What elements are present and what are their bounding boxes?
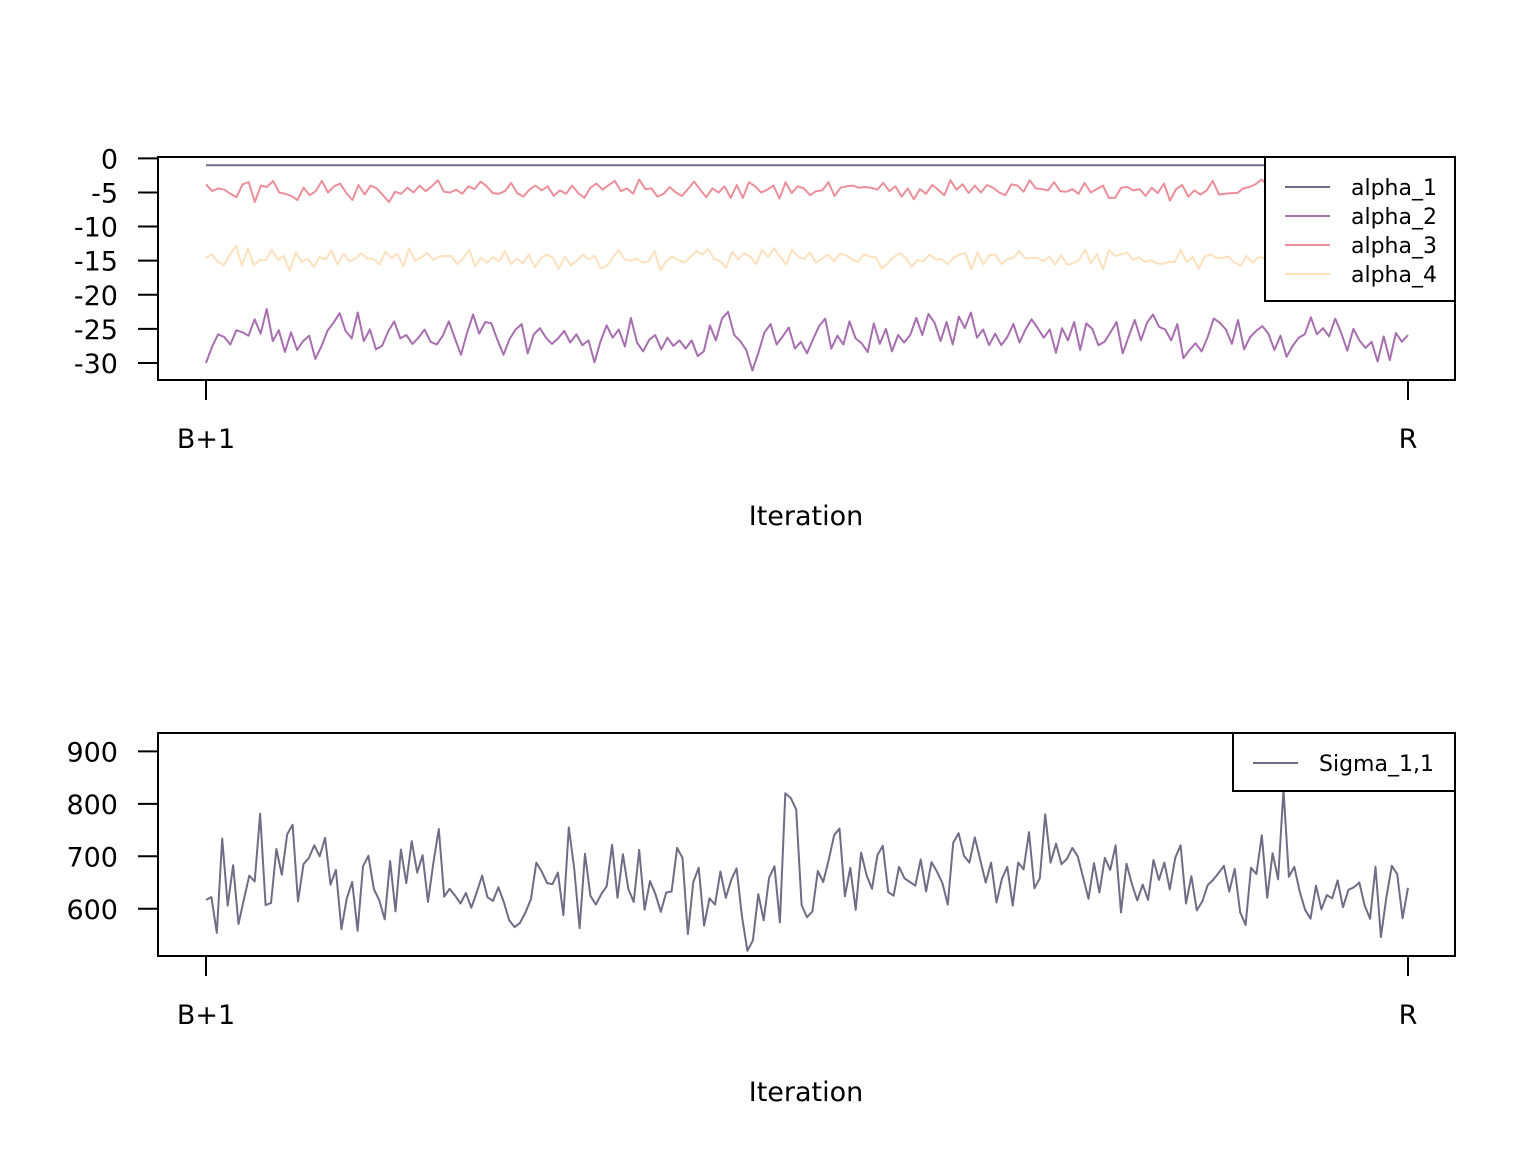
alpha-y-tick-label: -10 <box>74 213 118 244</box>
legend-label-alpha-2: alpha_2 <box>1351 205 1437 230</box>
alpha-y-tick-label: -20 <box>74 281 118 312</box>
sigma-x-tick-label-first: B+1 <box>177 1000 235 1031</box>
sigma-y-tick-label: 900 <box>66 737 118 768</box>
alpha-y-tick-label: 0 <box>101 144 118 175</box>
alpha-x-tick-label-last: R <box>1399 424 1418 455</box>
legend-label-alpha-3: alpha_3 <box>1351 234 1437 259</box>
alpha-legend-items: alpha_1 alpha_2 alpha_3 alpha_4 <box>1285 176 1437 288</box>
alpha-y-tick-label: -5 <box>91 178 118 209</box>
alpha-y-tick-label: -30 <box>74 349 118 380</box>
sigma-legend-box <box>1232 732 1456 792</box>
alpha-legend-box <box>1264 156 1456 302</box>
alpha-y-axis: 0-5 -10-15-20-25-30 <box>74 144 159 380</box>
sigma-y-tick-label: 600 <box>66 895 118 926</box>
legend-label-alpha-4: alpha_4 <box>1351 263 1437 288</box>
alpha-y-tick-label: -15 <box>74 247 118 278</box>
alpha-x-tick-label-first: B+1 <box>177 424 235 455</box>
legend-label-sigma-1-1: Sigma_1,1 <box>1319 752 1434 777</box>
alpha-series-lines <box>205 164 1409 372</box>
alpha-x-axis-title: Iteration <box>749 501 864 532</box>
alpha-trace-panel: 0-5 -10-15-20-25-30 B+1 R Iteration alpha… <box>74 144 1456 532</box>
sigma-x-axis-title: Iteration <box>749 1077 864 1108</box>
sigma-series-lines <box>205 788 1409 952</box>
sigma-trace-panel: 600 700 800 900 B+1 R Iteration Sigma_1,1 <box>66 732 1456 1108</box>
sigma-x-axis: B+1 R Iteration <box>177 956 1418 1108</box>
series-line-sigma-1-1 <box>205 788 1409 952</box>
sigma-legend: Sigma_1,1 <box>1232 732 1456 792</box>
sigma-y-tick-label: 800 <box>66 790 118 821</box>
alpha-legend: alpha_1 alpha_2 alpha_3 alpha_4 <box>1264 156 1456 302</box>
sigma-x-tick-label-last: R <box>1399 1000 1418 1031</box>
sigma-y-tick-label: 700 <box>66 842 118 873</box>
legend-label-alpha-1: alpha_1 <box>1351 176 1437 201</box>
sigma-legend-items: Sigma_1,1 <box>1253 752 1434 777</box>
alpha-x-axis: B+1 R Iteration <box>177 380 1418 532</box>
series-line-alpha-2 <box>205 308 1409 372</box>
alpha-y-tick-label: -25 <box>74 315 118 346</box>
series-line-alpha-4 <box>205 244 1409 272</box>
sigma-y-axis: 600 700 800 900 <box>66 737 159 926</box>
series-line-alpha-3 <box>205 178 1409 203</box>
